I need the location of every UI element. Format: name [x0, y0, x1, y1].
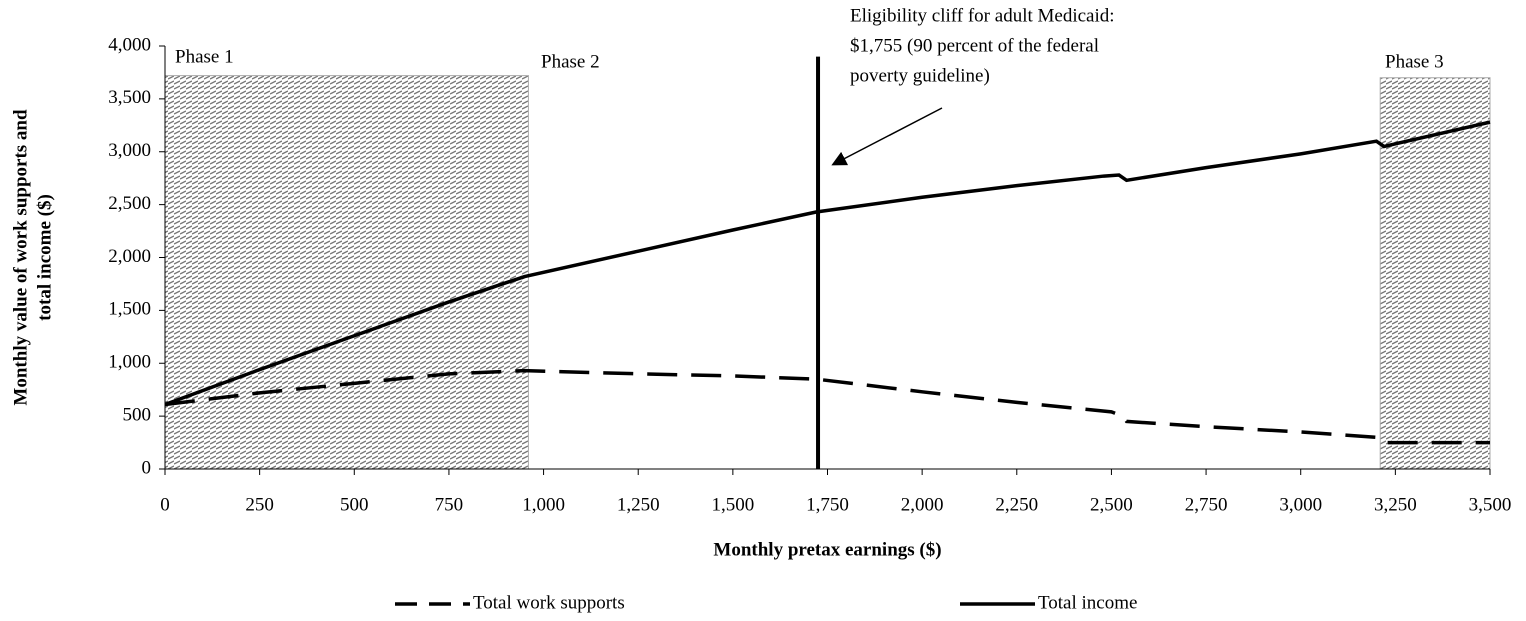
- series-line: [164, 368, 1490, 445]
- y-tick-label: 4,000: [108, 34, 151, 55]
- x-tick-label: 1,500: [711, 494, 754, 515]
- x-tick-label: 2,750: [1185, 494, 1228, 515]
- annotation: $1,755 (90 percent of the federal: [850, 35, 1099, 56]
- y-tick-label: 2,500: [108, 193, 151, 214]
- annotation: poverty guideline): [850, 65, 990, 86]
- x-tick-label: 500: [340, 494, 369, 515]
- x-tick-label: 250: [245, 494, 274, 515]
- y-tick-label: 3,500: [108, 87, 151, 108]
- x-tick-label: 2,500: [1090, 494, 1133, 515]
- x-tick-label: 1,250: [617, 494, 660, 515]
- x-tick-label: 1,000: [522, 494, 565, 515]
- x-tick-label: 2,250: [995, 494, 1038, 515]
- phase-region: [164, 75, 529, 470]
- x-tick-label: 2,000: [901, 494, 944, 515]
- y-tick-label: 500: [123, 404, 152, 425]
- y-tick-label: 3,000: [108, 140, 151, 161]
- phase-label: Phase 3: [1385, 51, 1444, 72]
- x-axis-label: Monthly pretax earnings ($): [713, 539, 941, 560]
- y-tick-label: 1,000: [108, 352, 151, 373]
- legend-label: Total income: [1038, 592, 1137, 613]
- y-axis-label: Monthly value of work supports and: [10, 109, 31, 406]
- y-tick-label: 0: [142, 457, 152, 478]
- x-tick-label: 3,250: [1374, 494, 1417, 515]
- annotation-arrow: [831, 107, 943, 166]
- legend-label: Total work supports: [473, 592, 625, 613]
- y-tick-label: 1,500: [108, 299, 151, 320]
- x-tick-label: 3,500: [1469, 494, 1512, 515]
- series-line: [164, 120, 1491, 407]
- phase-label: Phase 2: [541, 51, 600, 72]
- phase-label: Phase 1: [175, 46, 234, 67]
- x-tick-label: 750: [435, 494, 464, 515]
- y-axis-label: total income ($): [34, 194, 55, 321]
- x-tick-label: 0: [160, 494, 170, 515]
- x-tick-label: 3,000: [1279, 494, 1322, 515]
- annotation: Eligibility cliff for adult Medicaid:: [850, 5, 1115, 26]
- x-tick-label: 1,750: [806, 494, 849, 515]
- y-tick-label: 2,000: [108, 246, 151, 267]
